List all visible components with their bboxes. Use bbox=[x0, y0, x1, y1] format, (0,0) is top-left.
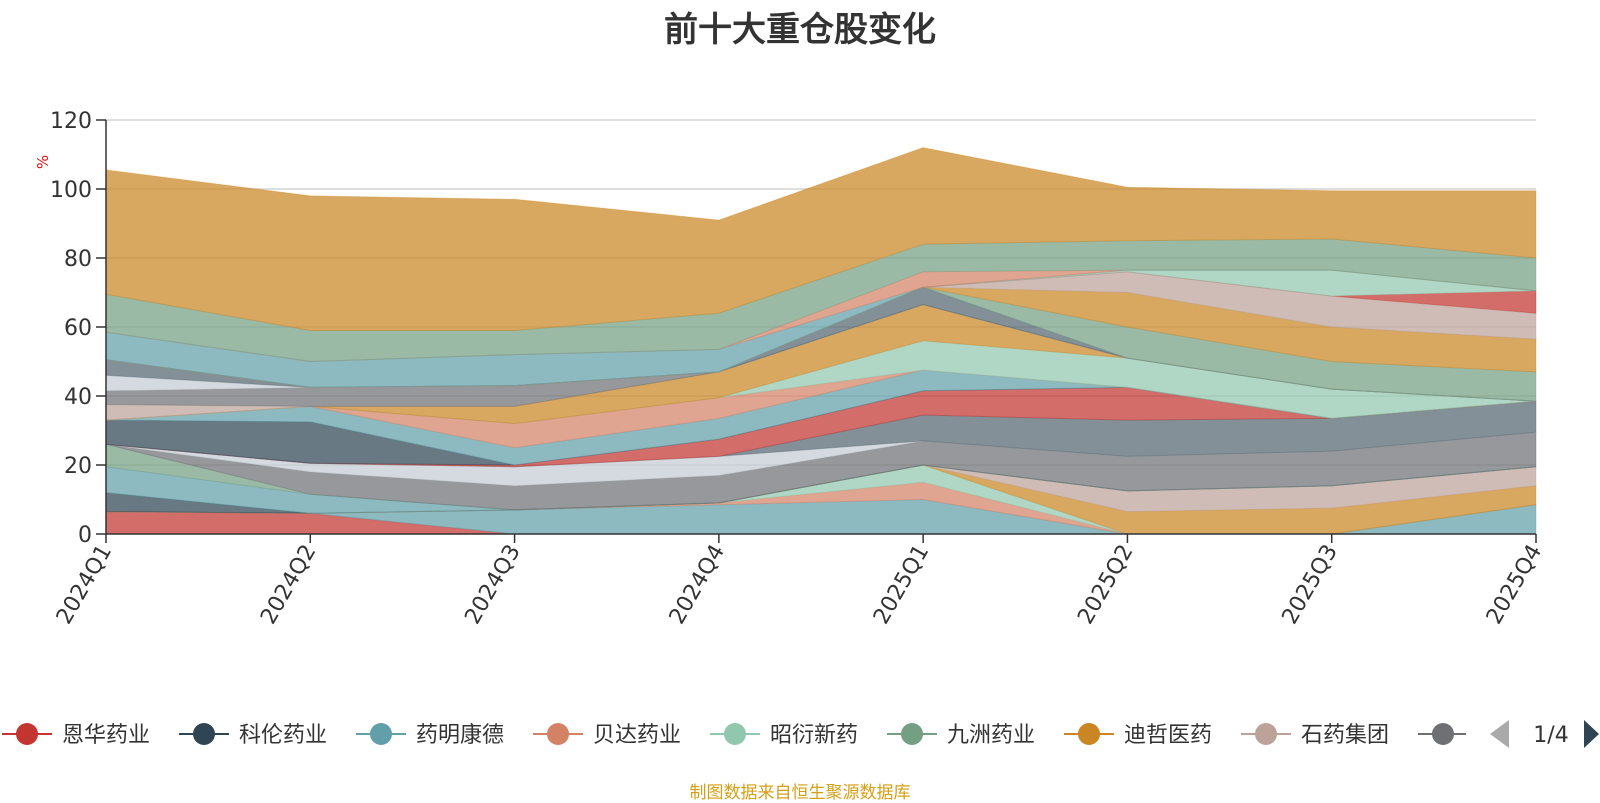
y-tick-label: 60 bbox=[64, 316, 92, 341]
x-tick-label: 2025Q1 bbox=[869, 541, 934, 629]
legend-label: 恩华药业 bbox=[62, 723, 150, 748]
x-tick-label: 2024Q3 bbox=[460, 541, 525, 629]
x-tick-label: 2024Q2 bbox=[256, 541, 321, 629]
legend-item[interactable]: 石药集团 bbox=[1241, 723, 1389, 748]
legend-label: 迪哲医药 bbox=[1124, 723, 1212, 748]
legend-marker bbox=[370, 723, 392, 745]
pager-prev-icon[interactable] bbox=[1490, 720, 1509, 748]
legend-item[interactable]: 昭衍新药 bbox=[710, 723, 858, 748]
pager-next-icon[interactable] bbox=[1584, 720, 1599, 748]
legend-marker bbox=[547, 723, 569, 745]
y-tick-label: 80 bbox=[64, 247, 92, 272]
legend-marker bbox=[1078, 723, 1100, 745]
y-tick-label: 0 bbox=[78, 523, 92, 548]
y-axis-unit-label: % bbox=[34, 155, 52, 169]
legend-marker bbox=[901, 723, 923, 745]
legend-marker bbox=[193, 723, 215, 745]
y-tick-label: 100 bbox=[50, 178, 92, 203]
legend-marker bbox=[1255, 723, 1277, 745]
legend-label: 石药集团 bbox=[1301, 723, 1389, 748]
chart-title: 前十大重仓股变化 bbox=[664, 10, 936, 50]
x-tick-label: 2025Q4 bbox=[1482, 541, 1547, 629]
legend-label: 九洲药业 bbox=[947, 723, 1035, 748]
legend-item[interactable]: 九洲药业 bbox=[887, 723, 1035, 748]
legend-marker bbox=[16, 723, 38, 745]
x-tick-label: 2024Q1 bbox=[52, 541, 117, 629]
data-source-note: 制图数据来自恒生聚源数据库 bbox=[689, 783, 911, 803]
y-tick-label: 20 bbox=[64, 454, 92, 479]
legend-label: 科伦药业 bbox=[239, 723, 327, 748]
x-tick-label: 2024Q4 bbox=[665, 541, 730, 629]
area-series-group bbox=[105, 147, 1537, 535]
legend-item[interactable]: 恩华药业 bbox=[2, 723, 150, 748]
legend-pager[interactable]: 1/4 bbox=[1490, 720, 1599, 748]
x-tick-label: 2025Q2 bbox=[1073, 541, 1138, 629]
legend-overflow-mask bbox=[1466, 710, 1600, 760]
legend-label: 昭衍新药 bbox=[770, 723, 858, 748]
pager-label: 1/4 bbox=[1533, 723, 1568, 748]
legend-label: 药明康德 bbox=[416, 723, 504, 748]
area-series-30[interactable] bbox=[105, 147, 1537, 331]
legend-item[interactable]: 科伦药业 bbox=[179, 723, 327, 748]
legend-marker bbox=[1432, 723, 1454, 745]
legend-item[interactable]: 药明康德 bbox=[356, 723, 504, 748]
legend[interactable]: 恩华药业科伦药业药明康德贝达药业昭衍新药九洲药业迪哲医药石药集团普1/4 bbox=[2, 710, 1600, 760]
y-tick-label: 120 bbox=[50, 109, 92, 134]
x-tick-label: 2025Q3 bbox=[1278, 541, 1343, 629]
legend-item[interactable]: 贝达药业 bbox=[533, 723, 681, 748]
legend-marker bbox=[724, 723, 746, 745]
legend-label: 贝达药业 bbox=[593, 723, 681, 748]
y-tick-label: 40 bbox=[64, 385, 92, 410]
legend-item[interactable]: 迪哲医药 bbox=[1064, 723, 1212, 748]
